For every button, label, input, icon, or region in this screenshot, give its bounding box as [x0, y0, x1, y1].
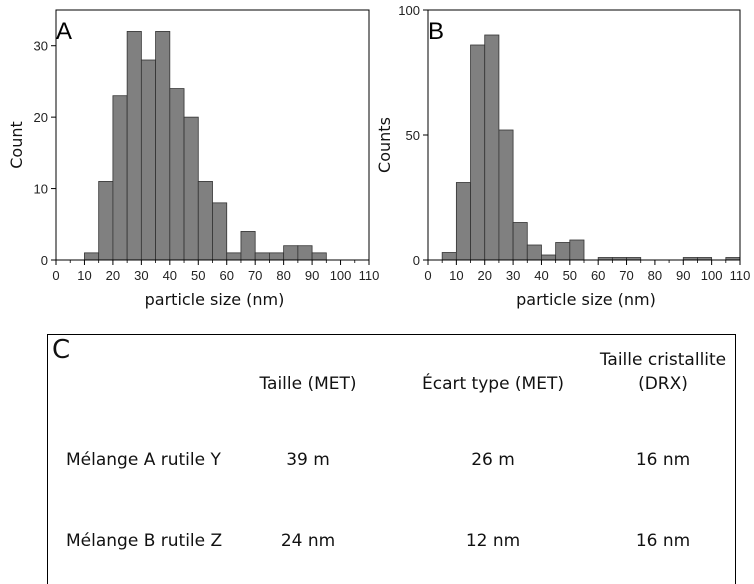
- x-tick-label: 70: [619, 268, 633, 283]
- y-axis-label: Count: [7, 121, 26, 169]
- histogram-bar: [441, 252, 457, 261]
- histogram-bar: [555, 242, 571, 261]
- histogram-bar: [197, 181, 213, 261]
- x-tick-label: 10: [449, 268, 463, 283]
- x-tick-label: 0: [52, 268, 59, 283]
- x-tick-label: 0: [424, 268, 431, 283]
- y-tick-label: 0: [413, 253, 420, 268]
- histogram-bar: [254, 252, 270, 261]
- panel-label-a: A: [56, 18, 73, 45]
- x-tick-label: 60: [219, 268, 233, 283]
- x-axis-label: particle size (nm): [516, 290, 656, 309]
- row-label-a: Mélange A rutile Y: [66, 450, 221, 470]
- cell-ecart-b: 12 nm: [465, 531, 521, 551]
- histogram-bar: [212, 202, 228, 261]
- x-tick-label: 60: [591, 268, 605, 283]
- histogram-bar: [455, 182, 471, 261]
- histogram-bar: [498, 129, 514, 261]
- x-tick-label: 30: [506, 268, 520, 283]
- histogram-bar: [269, 252, 285, 261]
- x-tick-label: 90: [676, 268, 690, 283]
- histogram-bar: [311, 252, 327, 261]
- x-tick-label: 70: [248, 268, 262, 283]
- histogram-bar: [240, 231, 256, 261]
- x-tick-label: 40: [534, 268, 548, 283]
- cell-ecart-a: 26 m: [471, 450, 515, 470]
- x-tick-label: 50: [563, 268, 577, 283]
- y-tick-label: 30: [34, 39, 48, 54]
- histogram-bar: [112, 95, 128, 261]
- histogram-bar: [183, 116, 199, 261]
- x-tick-label: 90: [305, 268, 319, 283]
- y-axis-label: Counts: [375, 117, 394, 173]
- x-tick-label: 100: [701, 268, 723, 283]
- header-ecart-type: Écart type (MET): [421, 374, 564, 394]
- histogram-bar: [512, 222, 528, 261]
- results-table: C Taille (MET) Écart type (MET) Taille c…: [47, 334, 736, 584]
- row-label-b: Mélange B rutile Z: [66, 531, 223, 551]
- histogram-bar: [169, 88, 185, 261]
- histogram-b: 0 10 20 30 40 50 60 70 80 90 100 110 0 50 100 particle …: [375, 3, 750, 309]
- x-tick-label: 110: [359, 268, 380, 283]
- histogram-bar: [140, 59, 156, 261]
- y-tick-label: 10: [34, 182, 48, 197]
- x-tick-label: 80: [276, 268, 290, 283]
- histogram-bar: [541, 254, 557, 261]
- histograms-svg: 0 10 20 30 40 50 60 70 80 90 100 1100102030particle…: [7, 3, 750, 309]
- cell-cristallite-a: 16 nm: [635, 450, 691, 470]
- cell-taille-a: 39 m: [286, 450, 330, 470]
- x-tick-label: 80: [648, 268, 662, 283]
- cell-cristallite-b: 16 nm: [635, 531, 691, 551]
- x-tick-label: 50: [191, 268, 205, 283]
- histogram-bar: [569, 239, 585, 261]
- histogram-a: 0 10 20 30 40 50 60 70 80 90 100 110 0 10 20 30 particle…: [7, 9, 380, 309]
- y-tick-label: 0: [41, 253, 48, 268]
- y-tick-label: 20: [34, 110, 48, 125]
- cell-taille-b: 24 nm: [280, 531, 336, 551]
- x-axis-label: particle size (nm): [145, 290, 285, 309]
- y-tick-label: 50: [406, 128, 420, 143]
- panel-label-b: B: [428, 18, 445, 45]
- x-tick-label: 10: [77, 268, 91, 283]
- x-tick-label: 100: [330, 268, 352, 283]
- histogram-bar: [155, 31, 171, 261]
- x-tick-label: 40: [163, 268, 177, 283]
- histogram-bar: [84, 252, 100, 261]
- histogram-bar: [484, 34, 500, 261]
- histogram-bar: [98, 181, 114, 261]
- x-tick-label: 110: [730, 268, 751, 283]
- header-taille-cristallite: Taille cristallite: [599, 350, 727, 370]
- panel-label-c: C: [52, 335, 71, 365]
- header-drx: (DRX): [638, 374, 688, 394]
- histogram-bar: [226, 252, 242, 261]
- x-tick-label: 20: [477, 268, 491, 283]
- x-tick-label: 30: [134, 268, 148, 283]
- histogram-bar: [283, 245, 299, 261]
- histogram-bar: [470, 44, 486, 261]
- x-tick-label: 20: [106, 268, 120, 283]
- histogram-bar: [126, 31, 142, 261]
- histogram-bar: [297, 245, 313, 261]
- header-taille: Taille (MET): [259, 374, 357, 394]
- histogram-bar: [526, 244, 542, 261]
- y-tick-label: 100: [398, 3, 420, 18]
